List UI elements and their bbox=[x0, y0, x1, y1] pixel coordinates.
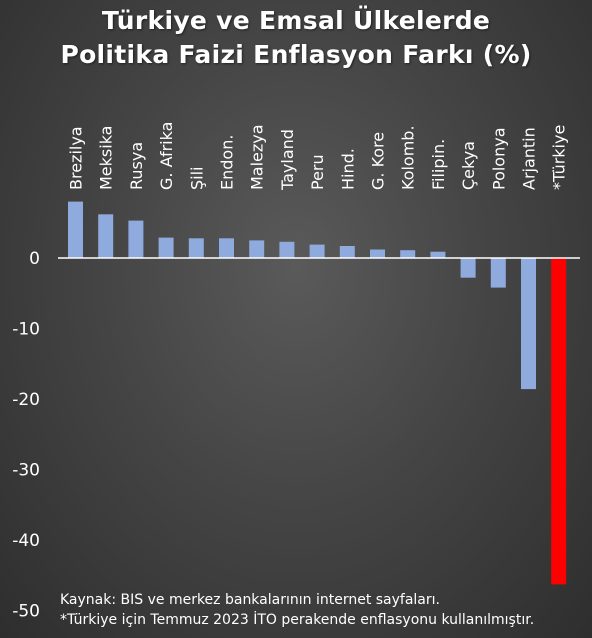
y-tick-label-1: 0 bbox=[29, 249, 40, 269]
bar-7 bbox=[249, 240, 265, 258]
bar-14 bbox=[460, 258, 476, 278]
category-label-1: Brezilya bbox=[67, 126, 86, 190]
bar-12 bbox=[400, 250, 416, 258]
category-label-11: G. Kore bbox=[369, 132, 388, 190]
bar-8 bbox=[279, 241, 295, 258]
y-tick-label-6: -50 bbox=[12, 602, 40, 622]
y-tick-label-2: -10 bbox=[12, 320, 40, 340]
source-note: Kaynak: BIS ve merkez bankalarının inter… bbox=[60, 592, 440, 608]
chart-title-line-1: Türkiye ve Emsal Ülkelerde bbox=[101, 6, 491, 35]
category-label-5: Şili bbox=[187, 167, 206, 191]
category-label-15: Polonya bbox=[489, 127, 508, 190]
bar-1 bbox=[68, 201, 83, 258]
bar-16 bbox=[521, 258, 536, 390]
bar-11 bbox=[370, 249, 385, 258]
bar-9 bbox=[309, 244, 325, 258]
category-label-12: Kolomb. bbox=[399, 125, 418, 190]
category-label-4: G. Afrika bbox=[157, 122, 176, 190]
chart-title-line-2: Politika Faizi Enflasyon Farkı (%) bbox=[60, 40, 532, 69]
category-label-2: Meksika bbox=[97, 126, 116, 190]
category-label-10: Hind. bbox=[338, 148, 357, 190]
chart-title: Türkiye ve Emsal Ülkelerde Politika Faiz… bbox=[0, 4, 592, 72]
bar-6 bbox=[219, 238, 234, 258]
y-tick-label-4: -30 bbox=[12, 461, 40, 481]
bar-2 bbox=[98, 214, 114, 258]
footnotes: Kaynak: BIS ve merkez bankalarının inter… bbox=[60, 590, 534, 630]
bar-4 bbox=[158, 237, 174, 258]
category-label-14: Çekya bbox=[459, 141, 478, 190]
category-label-16: Arjantin bbox=[520, 127, 539, 190]
category-label-17: *Türkiye bbox=[550, 125, 569, 190]
bar-17 bbox=[551, 258, 567, 585]
category-label-3: Rusya bbox=[127, 142, 146, 190]
bar-15 bbox=[490, 258, 506, 288]
bar-13 bbox=[430, 251, 446, 258]
category-label-9: Peru bbox=[308, 154, 327, 190]
turkiye-note: *Türkiye için Temmuz 2023 İTO perakende … bbox=[60, 612, 535, 628]
category-label-6: Endon. bbox=[218, 135, 237, 190]
y-tick-label-5: -40 bbox=[12, 531, 40, 551]
bar-5 bbox=[188, 238, 204, 258]
bar-10 bbox=[339, 246, 355, 258]
category-label-8: Tayland bbox=[278, 129, 297, 191]
bar-3 bbox=[128, 220, 144, 258]
category-label-7: Malezya bbox=[248, 124, 267, 190]
y-tick-label-3: -20 bbox=[12, 390, 40, 410]
category-label-13: Filipin. bbox=[429, 139, 448, 190]
